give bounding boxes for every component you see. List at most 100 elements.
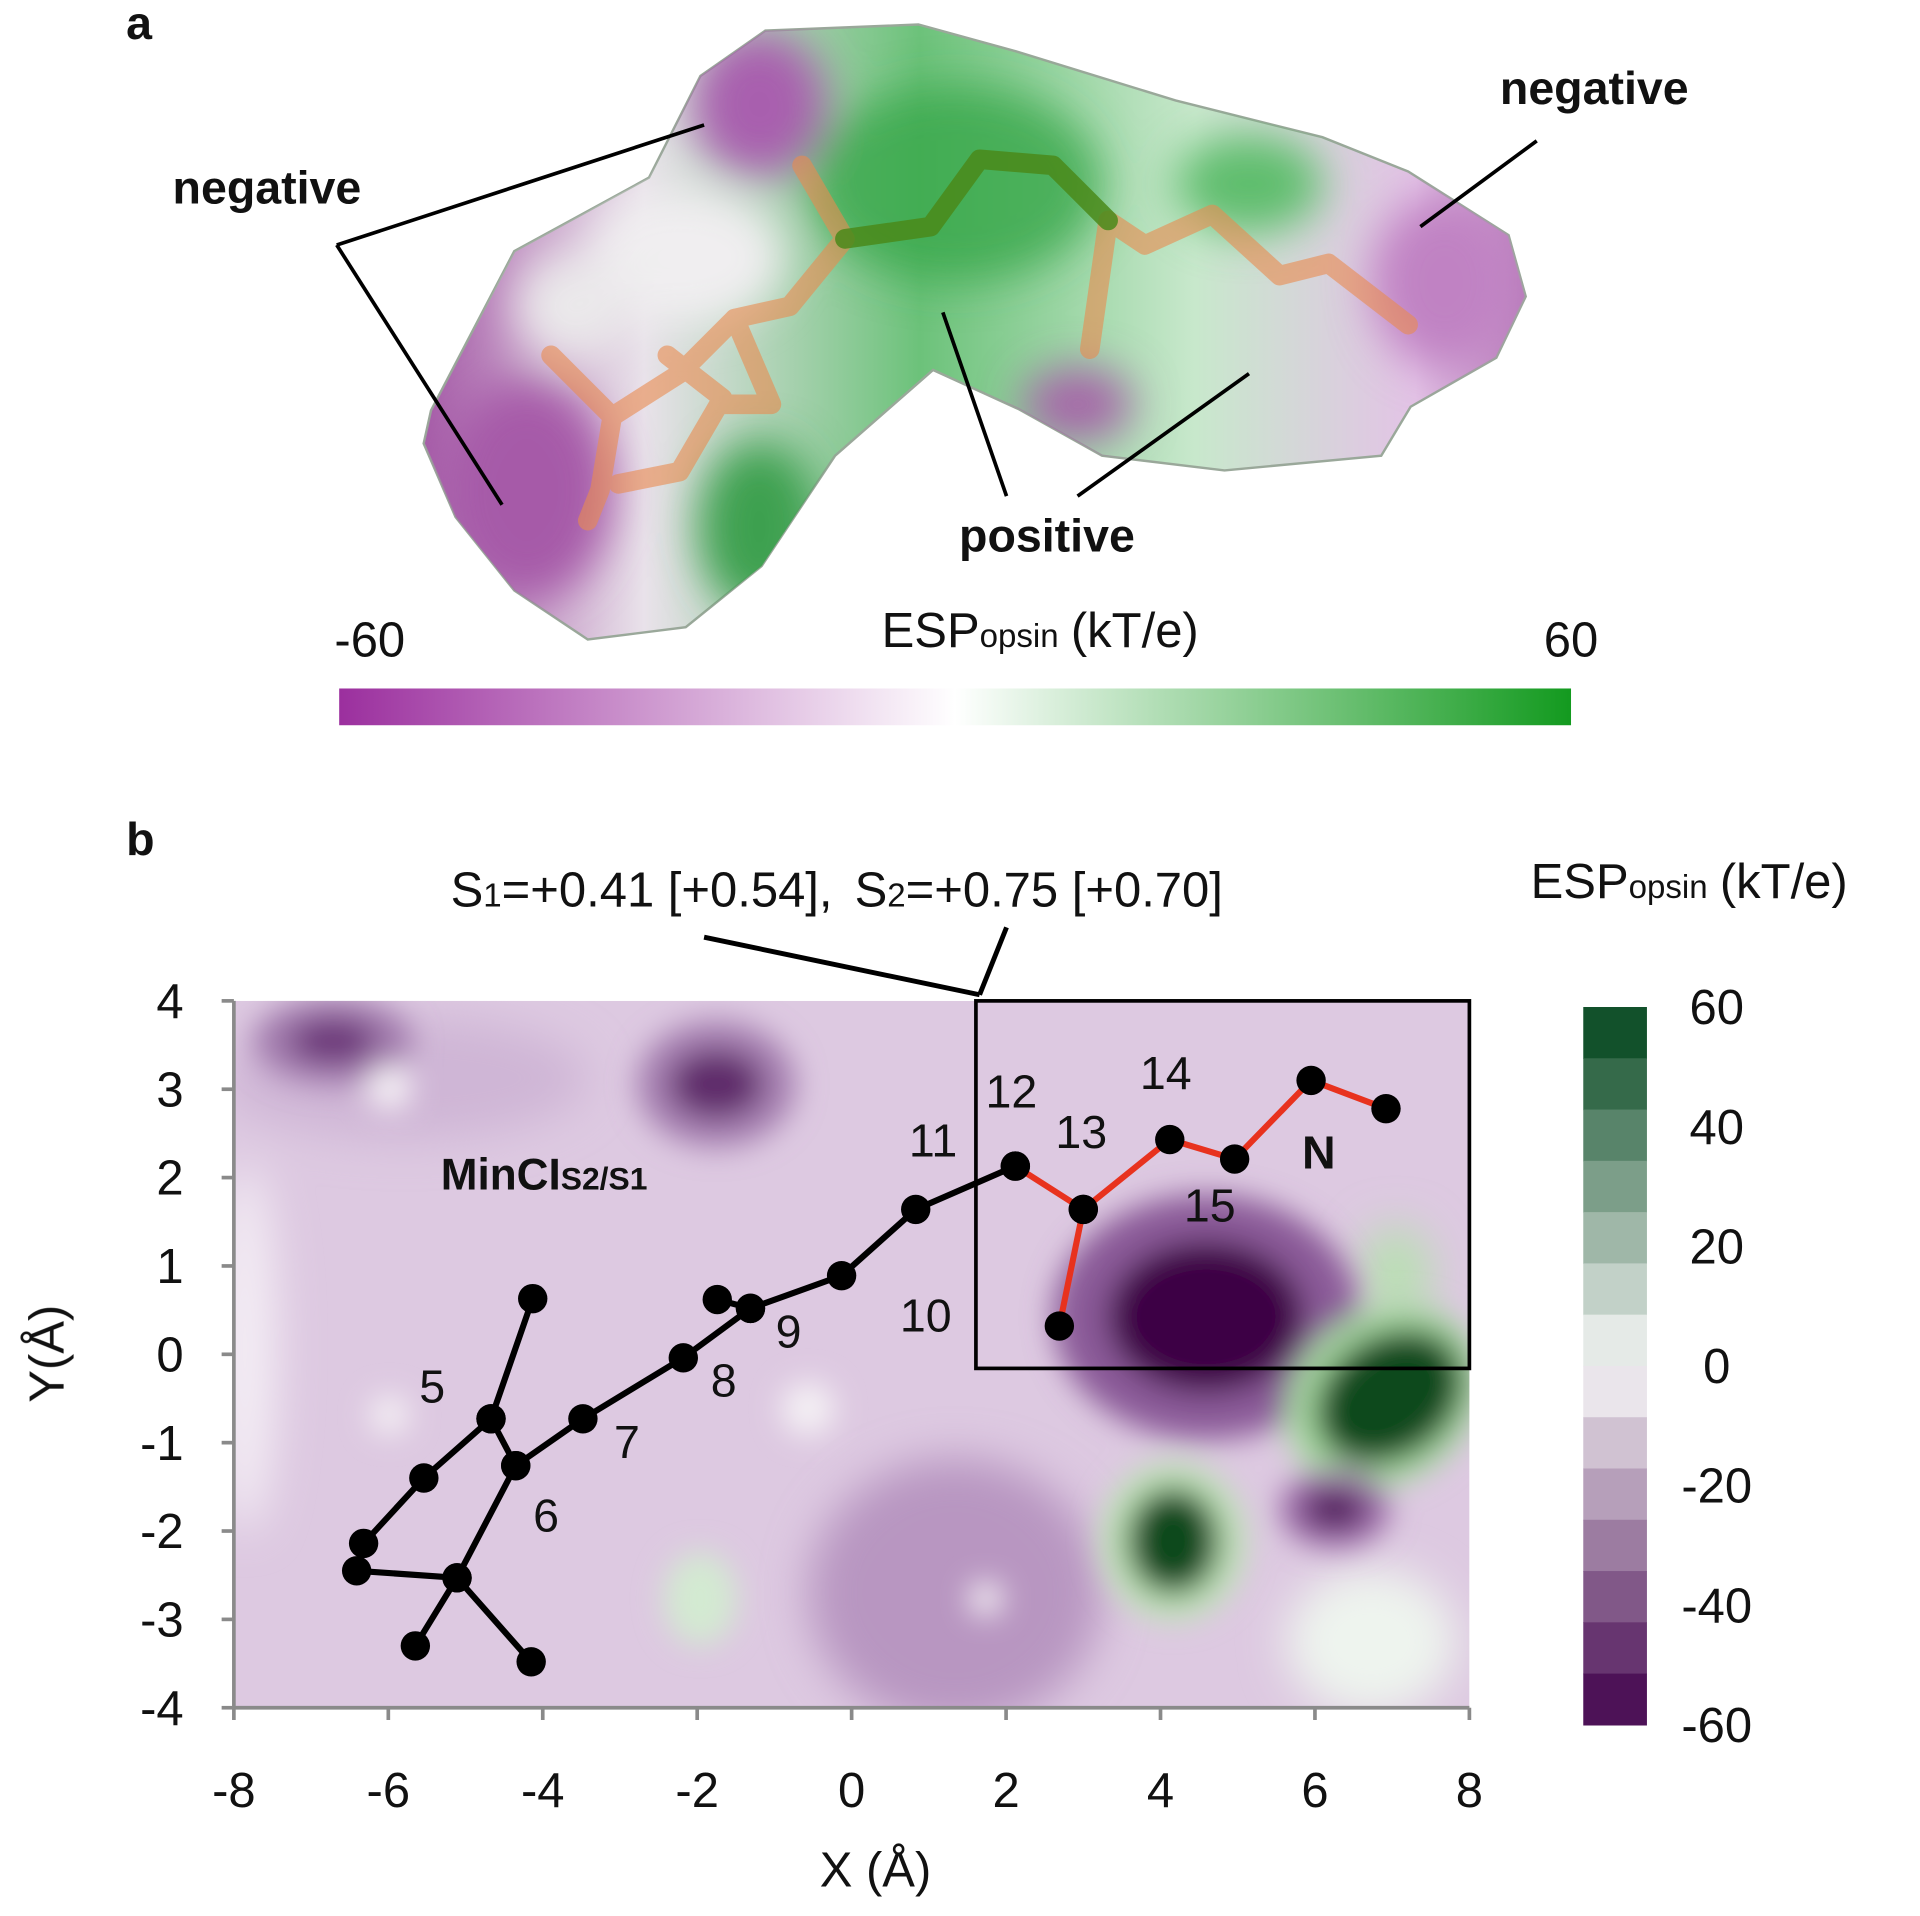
atom-label: 9 xyxy=(776,1306,802,1358)
colorbar-band xyxy=(1583,1007,1647,1059)
x-tick-label: 4 xyxy=(1147,1764,1174,1818)
colorbar-tick-label: -60 xyxy=(1681,1699,1752,1753)
colorbar-band xyxy=(1583,1673,1647,1726)
atom-label: 8 xyxy=(711,1355,737,1407)
colorbar-band xyxy=(1583,1622,1647,1675)
colorbar-band xyxy=(1583,1519,1647,1572)
atom xyxy=(518,1283,548,1314)
x-tick-label: -8 xyxy=(212,1764,256,1818)
y-tick-label: 2 xyxy=(156,1152,183,1206)
box-label: S1=+0.41 [+0.54], S2=+0.75 [+0.70] xyxy=(451,864,1223,918)
y-tick-label: -3 xyxy=(140,1594,184,1648)
colorbar-band xyxy=(1583,1365,1647,1418)
colorbar-tick-label: 40 xyxy=(1689,1101,1743,1155)
atom xyxy=(341,1556,372,1586)
atom xyxy=(702,1284,732,1315)
colorbar-band xyxy=(1583,1314,1647,1367)
colorbar-band xyxy=(1583,1263,1647,1316)
t: =+0.75 [+0.70] xyxy=(906,864,1223,918)
atom xyxy=(1068,1194,1098,1225)
t: S xyxy=(855,864,888,918)
colorbar-tick-label: -40 xyxy=(1681,1579,1752,1633)
x-tick-label: 6 xyxy=(1301,1764,1328,1818)
colorbar-tick-label: 60 xyxy=(1544,614,1598,668)
t: (kT/e) xyxy=(1720,855,1848,909)
atom xyxy=(501,1450,531,1481)
y-tick-label: 3 xyxy=(156,1063,183,1117)
colorbar-band xyxy=(1583,1212,1647,1265)
atom xyxy=(668,1343,698,1373)
t: 1 xyxy=(483,878,501,915)
panel-label: b xyxy=(126,813,154,865)
atom xyxy=(1155,1124,1185,1155)
atom-label: 5 xyxy=(419,1361,445,1413)
atom xyxy=(735,1293,766,1324)
t: 2 xyxy=(887,878,905,915)
y-tick-label: -2 xyxy=(140,1505,184,1559)
y-axis-label: Y(Å) xyxy=(21,1305,75,1403)
atom xyxy=(409,1463,439,1493)
colorbar-tick-label: 60 xyxy=(1689,981,1743,1035)
x-tick-label: -4 xyxy=(521,1764,565,1818)
atom-label: N xyxy=(1302,1127,1336,1179)
colorbar-tick-label: -60 xyxy=(334,614,405,668)
atom xyxy=(1296,1065,1326,1096)
atom-label: 15 xyxy=(1184,1179,1236,1231)
atom-label: 12 xyxy=(986,1065,1038,1117)
box-leaders xyxy=(703,926,1009,998)
title-main: ESP xyxy=(882,604,980,658)
title-sub: opsin xyxy=(980,618,1059,655)
colorbar-title: ESPopsin (kT/e) xyxy=(882,604,1199,658)
annotation: negative xyxy=(173,161,362,213)
colorbar: -60 60 xyxy=(334,614,1598,726)
atom xyxy=(1044,1311,1075,1341)
x-tick-label: 0 xyxy=(838,1764,865,1818)
annotation-leaders xyxy=(335,123,1538,506)
y-tick-label: 1 xyxy=(156,1240,183,1294)
atom-label: 10 xyxy=(900,1290,952,1342)
annotation: MinCIS2/S1 xyxy=(441,1151,648,1200)
y-tick-label: -1 xyxy=(140,1417,184,1471)
colorbar-band xyxy=(1583,1058,1647,1111)
atom xyxy=(1000,1151,1031,1181)
colorbar: 60 40 20 0 -20 -40 -60 xyxy=(1583,981,1752,1753)
y-tick-label: 0 xyxy=(156,1328,183,1382)
t: opsin xyxy=(1629,869,1708,906)
colorbar-band xyxy=(1583,1109,1647,1162)
colorbar-band xyxy=(1583,1417,1647,1470)
atom xyxy=(476,1404,506,1434)
t: S2/S1 xyxy=(561,1161,648,1197)
atom-label: 14 xyxy=(1140,1047,1192,1099)
colorbar-ramp xyxy=(339,688,1572,726)
atom-label: 6 xyxy=(533,1489,559,1541)
t: =+0.41 [+0.54], xyxy=(502,864,833,918)
t: S xyxy=(451,864,484,918)
contour-map xyxy=(233,1000,1470,1708)
annotation: negative xyxy=(1500,62,1689,114)
atom xyxy=(1371,1093,1401,1124)
atom xyxy=(826,1260,857,1291)
atom-label: 13 xyxy=(1055,1106,1107,1158)
atom xyxy=(901,1194,931,1225)
t: MinCI xyxy=(441,1151,561,1200)
title-unit: (kT/e) xyxy=(1071,604,1199,658)
annotation: positive xyxy=(959,509,1135,561)
atom xyxy=(442,1563,472,1593)
colorbar-band xyxy=(1583,1160,1647,1213)
y-tick-label: -4 xyxy=(140,1682,184,1736)
x-tick-label: 8 xyxy=(1456,1764,1483,1818)
colorbar-tick-label: 20 xyxy=(1689,1220,1743,1274)
colorbar-band xyxy=(1583,1468,1647,1521)
colorbar-title: ESPopsin (kT/e) xyxy=(1531,855,1848,909)
atom xyxy=(516,1647,546,1677)
panel-label: a xyxy=(126,0,153,49)
atom xyxy=(1219,1144,1250,1174)
y-tick-label: 4 xyxy=(156,975,183,1029)
atom-label: 7 xyxy=(614,1416,640,1468)
colorbar-tick-label: 0 xyxy=(1703,1340,1730,1394)
x-tick-label: -6 xyxy=(367,1764,411,1818)
atom xyxy=(568,1404,598,1434)
atom-label: 11 xyxy=(909,1114,957,1166)
x-tick-label: 2 xyxy=(992,1764,1019,1818)
colorbar-band xyxy=(1583,1571,1647,1623)
